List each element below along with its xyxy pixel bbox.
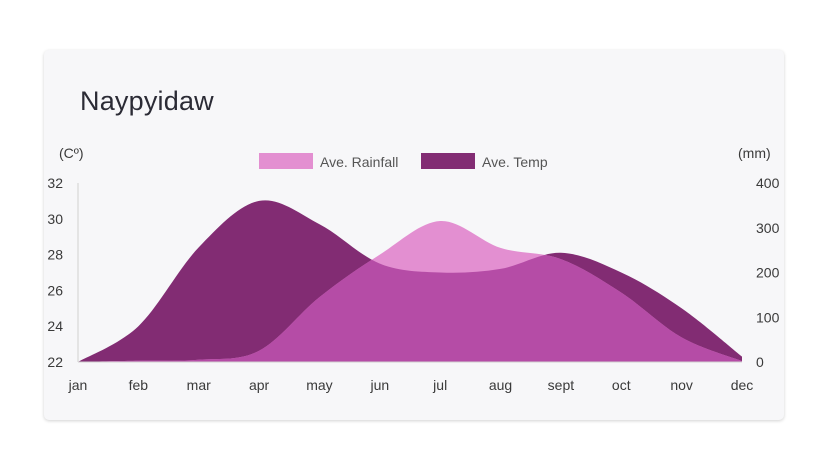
y-left-unit: (Cº)	[59, 145, 84, 161]
legend: Ave. Rainfall Ave. Temp	[259, 153, 548, 170]
y-right-tick-label: 400	[756, 175, 780, 191]
x-tick-label: aug	[489, 377, 512, 393]
y-left-tick-label: 32	[47, 175, 63, 191]
legend-swatch-rainfall[interactable]	[259, 153, 313, 169]
x-tick-label: nov	[670, 377, 693, 393]
x-tick-label: sept	[548, 377, 575, 393]
y-right-unit: (mm)	[738, 145, 771, 161]
x-tick-label: jul	[432, 377, 447, 393]
y-left-tick-label: 28	[47, 247, 63, 263]
y-left-tick-label: 22	[47, 354, 63, 370]
legend-label-temp[interactable]: Ave. Temp	[482, 154, 548, 170]
legend-swatch-temp[interactable]	[421, 153, 475, 169]
y-right-tick-label: 100	[756, 309, 780, 325]
x-tick-label: jun	[369, 377, 389, 393]
y-right-tick-label: 0	[756, 354, 764, 370]
y-left-tick-label: 26	[47, 282, 63, 298]
x-tick-label: apr	[249, 377, 270, 393]
chart-title: Naypyidaw	[80, 86, 214, 116]
y-right-tick-label: 300	[756, 220, 780, 236]
x-tick-label: feb	[129, 377, 149, 393]
x-tick-label: jan	[68, 377, 88, 393]
series-overlap-area	[78, 220, 742, 362]
series-layer	[78, 200, 742, 362]
x-tick-label: dec	[731, 377, 754, 393]
y-left-tick-label: 24	[47, 318, 63, 334]
x-tick-label: oct	[612, 377, 631, 393]
y-left-tick-label: 30	[47, 211, 63, 227]
x-tick-label: mar	[187, 377, 211, 393]
y-right-tick-label: 200	[756, 265, 780, 281]
ticks-layer: jan feb mar apr may jun jul aug sept oct nov dec 32 3…	[47, 175, 779, 393]
x-tick-label: may	[306, 377, 332, 393]
legend-label-rainfall[interactable]: Ave. Rainfall	[320, 154, 398, 170]
